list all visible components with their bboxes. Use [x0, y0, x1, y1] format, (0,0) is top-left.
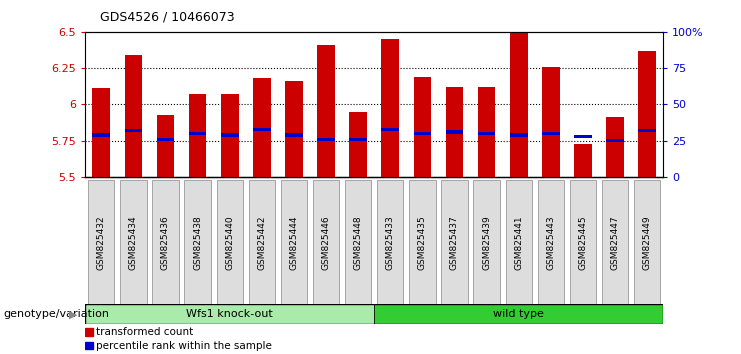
- Bar: [510, 133, 528, 137]
- Text: wild type: wild type: [494, 309, 544, 319]
- FancyBboxPatch shape: [185, 179, 210, 306]
- FancyBboxPatch shape: [634, 179, 660, 306]
- Bar: [253, 78, 270, 177]
- FancyBboxPatch shape: [281, 179, 307, 306]
- Text: GSM825448: GSM825448: [353, 215, 362, 270]
- Text: GSM825433: GSM825433: [386, 215, 395, 270]
- Bar: [606, 118, 624, 177]
- Bar: [189, 132, 207, 135]
- Bar: [382, 127, 399, 131]
- Text: GSM825445: GSM825445: [579, 215, 588, 270]
- Bar: [445, 130, 463, 133]
- Bar: [574, 135, 592, 138]
- FancyBboxPatch shape: [153, 179, 179, 306]
- Text: GSM825443: GSM825443: [546, 215, 555, 270]
- Bar: [317, 138, 335, 141]
- Bar: [85, 304, 374, 324]
- Bar: [413, 77, 431, 177]
- Bar: [285, 133, 303, 137]
- FancyBboxPatch shape: [505, 179, 532, 306]
- Bar: [542, 67, 559, 177]
- Text: GSM825438: GSM825438: [193, 215, 202, 270]
- Text: GSM825449: GSM825449: [642, 215, 651, 270]
- Text: GSM825435: GSM825435: [418, 215, 427, 270]
- Bar: [221, 133, 239, 137]
- FancyBboxPatch shape: [570, 179, 596, 306]
- Bar: [349, 112, 367, 177]
- Bar: [156, 115, 174, 177]
- Text: Wfs1 knock-out: Wfs1 knock-out: [186, 309, 273, 319]
- Text: GSM825447: GSM825447: [611, 215, 619, 270]
- FancyBboxPatch shape: [88, 179, 114, 306]
- Bar: [285, 81, 303, 177]
- Bar: [93, 133, 110, 137]
- Text: GSM825442: GSM825442: [257, 215, 266, 270]
- Bar: [156, 138, 174, 141]
- Bar: [189, 94, 207, 177]
- FancyBboxPatch shape: [313, 179, 339, 306]
- Bar: [374, 304, 663, 324]
- Bar: [606, 139, 624, 142]
- FancyBboxPatch shape: [249, 179, 275, 306]
- Bar: [85, 342, 93, 349]
- FancyBboxPatch shape: [216, 179, 243, 306]
- Text: GSM825434: GSM825434: [129, 215, 138, 270]
- Bar: [85, 328, 93, 336]
- Bar: [638, 51, 656, 177]
- Bar: [574, 144, 592, 177]
- Text: GDS4526 / 10466073: GDS4526 / 10466073: [100, 11, 235, 24]
- Text: GSM825446: GSM825446: [322, 215, 330, 270]
- FancyBboxPatch shape: [442, 179, 468, 306]
- Text: percentile rank within the sample: percentile rank within the sample: [96, 341, 272, 350]
- Text: GSM825436: GSM825436: [161, 215, 170, 270]
- Bar: [445, 87, 463, 177]
- Bar: [221, 94, 239, 177]
- Bar: [253, 127, 270, 131]
- Bar: [542, 132, 559, 135]
- Bar: [478, 87, 496, 177]
- Text: GSM825437: GSM825437: [450, 215, 459, 270]
- Bar: [124, 129, 142, 132]
- Text: transformed count: transformed count: [96, 327, 193, 337]
- Text: GSM825439: GSM825439: [482, 215, 491, 270]
- Text: GSM825444: GSM825444: [290, 215, 299, 270]
- Text: GSM825432: GSM825432: [97, 215, 106, 270]
- Text: ▶: ▶: [70, 309, 78, 319]
- FancyBboxPatch shape: [473, 179, 499, 306]
- Bar: [510, 33, 528, 177]
- Bar: [93, 88, 110, 177]
- Bar: [478, 132, 496, 135]
- Text: genotype/variation: genotype/variation: [4, 309, 110, 319]
- FancyBboxPatch shape: [120, 179, 147, 306]
- Bar: [413, 132, 431, 135]
- FancyBboxPatch shape: [409, 179, 436, 306]
- Bar: [349, 138, 367, 141]
- Bar: [638, 129, 656, 132]
- FancyBboxPatch shape: [602, 179, 628, 306]
- Text: GSM825441: GSM825441: [514, 215, 523, 270]
- Bar: [382, 39, 399, 177]
- Bar: [317, 45, 335, 177]
- Bar: [124, 55, 142, 177]
- FancyBboxPatch shape: [538, 179, 564, 306]
- Text: GSM825440: GSM825440: [225, 215, 234, 270]
- FancyBboxPatch shape: [377, 179, 403, 306]
- FancyBboxPatch shape: [345, 179, 371, 306]
